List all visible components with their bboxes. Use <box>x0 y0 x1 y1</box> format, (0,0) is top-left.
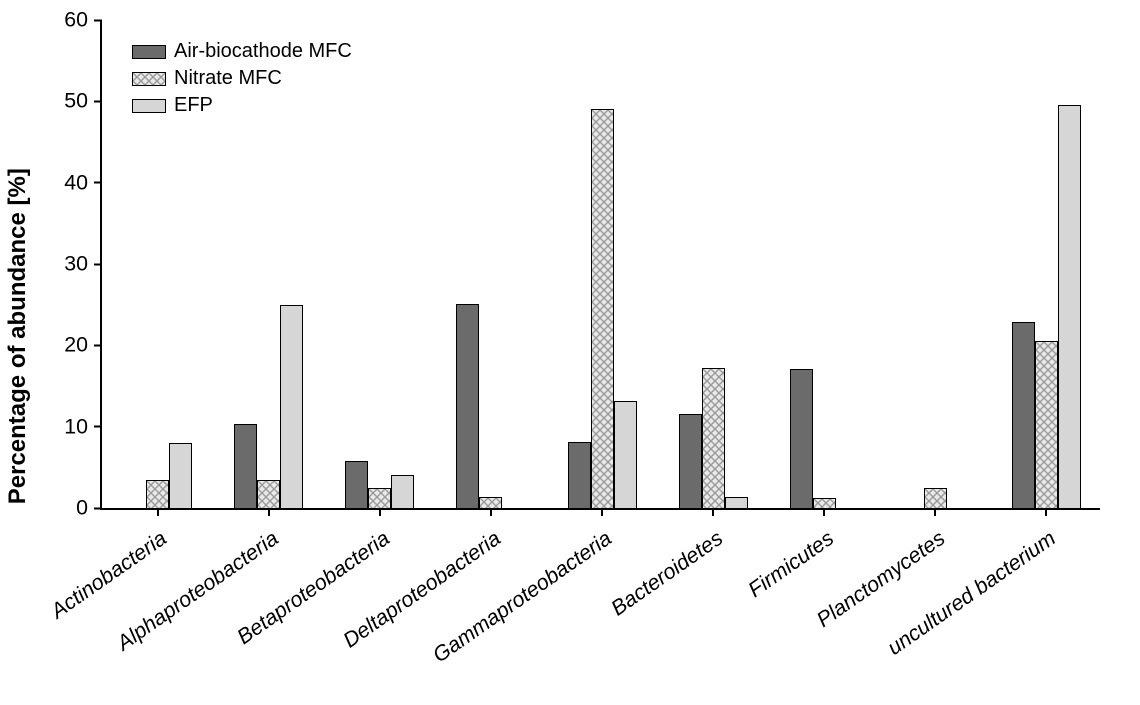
bar-nitrate <box>479 497 502 508</box>
bar-efp <box>391 475 414 508</box>
bar-group: Actinobacteria <box>123 443 192 508</box>
y-tick-label: 10 <box>64 414 90 439</box>
y-tick-mark <box>94 182 102 184</box>
y-tick-mark <box>94 100 102 102</box>
bar-group: Planctomycetes <box>901 488 970 508</box>
bar-nitrate <box>702 368 725 508</box>
x-tick-mark <box>712 508 714 516</box>
bar-air <box>790 369 813 508</box>
bar-nitrate <box>1035 341 1058 508</box>
y-tick: 0 <box>76 496 102 521</box>
x-tick-mark <box>934 508 936 516</box>
x-tick-mark <box>379 508 381 516</box>
bar-group: Firmicutes <box>790 369 859 508</box>
y-tick-label: 30 <box>64 252 90 277</box>
legend-label: EFP <box>174 94 213 117</box>
x-tick-mark <box>268 508 270 516</box>
legend-item: Nitrate MFC <box>132 67 352 90</box>
y-tick-label: 0 <box>76 496 90 521</box>
bar-group: Gammaproteobacteria <box>568 109 637 508</box>
y-tick: 50 <box>64 89 102 114</box>
x-tick-mark <box>823 508 825 516</box>
bar-air <box>234 424 257 508</box>
bar-nitrate <box>368 488 391 508</box>
bar-efp <box>1058 105 1081 508</box>
bar-group: uncultured bacterium <box>1012 105 1081 508</box>
bar-group: Alphaproteobacteria <box>234 305 303 508</box>
x-tick-mark <box>1045 508 1047 516</box>
y-tick-mark <box>94 344 102 346</box>
y-tick-label: 40 <box>64 170 90 195</box>
y-tick-label: 60 <box>64 8 90 33</box>
x-tick-mark <box>490 508 492 516</box>
bar-air <box>345 461 368 508</box>
bar-efp <box>725 497 748 508</box>
legend-label: Nitrate MFC <box>174 67 282 90</box>
bar-group: Betaproteobacteria <box>345 461 414 508</box>
y-tick-mark <box>94 263 102 265</box>
x-tick-mark <box>157 508 159 516</box>
plot-area: Air-biocathode MFCNitrate MFCEFP 0102030… <box>100 20 1100 510</box>
y-tick-mark <box>94 19 102 21</box>
x-axis-label: Gammaproteobacteria <box>428 526 616 668</box>
bar-efp <box>280 305 303 508</box>
abundance-bar-chart: Percentage of abundance [%] Air-biocatho… <box>0 0 1140 705</box>
bar-nitrate <box>591 109 614 508</box>
y-tick: 40 <box>64 170 102 195</box>
bar-nitrate <box>924 488 947 508</box>
legend-swatch <box>132 45 166 59</box>
legend-item: Air-biocathode MFC <box>132 40 352 63</box>
x-tick-mark <box>601 508 603 516</box>
legend-item: EFP <box>132 94 352 117</box>
y-tick: 30 <box>64 252 102 277</box>
y-axis-title: Percentage of abundance [%] <box>4 168 32 504</box>
bar-nitrate <box>146 480 169 508</box>
x-axis-label: Firmicutes <box>744 526 839 603</box>
y-tick-label: 20 <box>64 333 90 358</box>
y-tick-mark <box>94 426 102 428</box>
y-tick: 10 <box>64 414 102 439</box>
bar-nitrate <box>813 498 836 508</box>
bar-nitrate <box>257 480 280 508</box>
legend-swatch <box>132 99 166 113</box>
y-tick: 20 <box>64 333 102 358</box>
y-tick: 60 <box>64 8 102 33</box>
y-tick-mark <box>94 507 102 509</box>
legend: Air-biocathode MFC Nitrate MFC EFP <box>132 40 352 117</box>
legend-swatch <box>132 72 166 86</box>
bar-group: Deltaproteobacteria <box>456 304 525 508</box>
bar-air <box>568 442 591 508</box>
bar-air <box>679 414 702 508</box>
bar-air <box>1012 322 1035 508</box>
bar-efp <box>614 401 637 508</box>
bar-efp <box>169 443 192 508</box>
bar-group: Bacteroidetes <box>679 368 748 508</box>
x-axis-label: Bacteroidetes <box>606 526 727 621</box>
legend-label: Air-biocathode MFC <box>174 40 352 63</box>
bar-air <box>456 304 479 508</box>
y-tick-label: 50 <box>64 89 90 114</box>
